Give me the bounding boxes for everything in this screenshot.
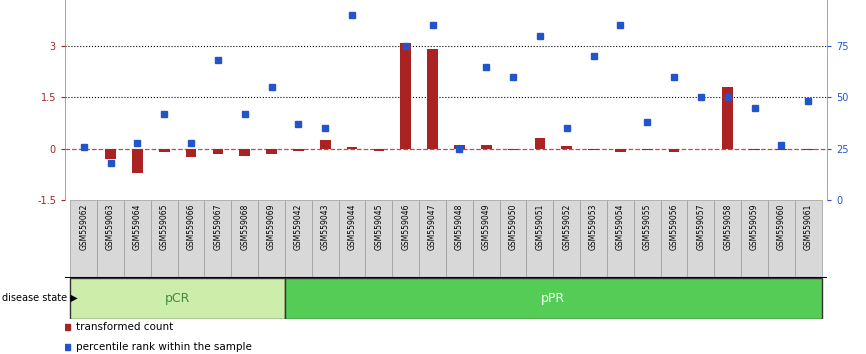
Bar — [178, 200, 204, 278]
Bar — [285, 278, 822, 319]
Bar — [365, 200, 392, 278]
Bar — [527, 200, 553, 278]
Bar — [615, 149, 626, 152]
Bar — [553, 200, 580, 278]
Bar — [427, 50, 438, 149]
Text: GSM559067: GSM559067 — [213, 204, 223, 250]
Text: GSM559069: GSM559069 — [267, 204, 276, 250]
Bar — [481, 145, 492, 149]
Text: GSM559055: GSM559055 — [643, 204, 652, 250]
Bar — [634, 200, 661, 278]
Bar — [293, 149, 304, 152]
Bar — [339, 200, 365, 278]
Text: GSM559059: GSM559059 — [750, 204, 759, 250]
Bar — [320, 140, 331, 149]
Bar — [580, 200, 607, 278]
Bar — [714, 200, 741, 278]
Bar — [534, 138, 546, 149]
Text: GSM559062: GSM559062 — [79, 204, 88, 250]
Text: GSM559043: GSM559043 — [320, 204, 330, 250]
Text: GSM559064: GSM559064 — [132, 204, 142, 250]
Text: GSM559066: GSM559066 — [186, 204, 196, 250]
Bar — [132, 149, 143, 173]
Bar — [768, 200, 795, 278]
Bar — [285, 200, 312, 278]
Text: GSM559065: GSM559065 — [159, 204, 169, 250]
Text: GSM559056: GSM559056 — [669, 204, 679, 250]
Bar — [258, 200, 285, 278]
Text: pCR: pCR — [165, 292, 191, 305]
Bar — [124, 200, 151, 278]
Bar — [507, 149, 519, 150]
Text: GSM559044: GSM559044 — [347, 204, 357, 250]
Bar — [70, 278, 285, 319]
Bar — [561, 146, 572, 149]
Bar — [688, 200, 714, 278]
Bar — [454, 145, 465, 149]
Bar — [419, 200, 446, 278]
Bar — [803, 149, 814, 150]
Text: GSM559063: GSM559063 — [106, 204, 115, 250]
Bar — [212, 149, 223, 154]
Bar — [97, 200, 124, 278]
Bar — [312, 200, 339, 278]
Text: GSM559060: GSM559060 — [777, 204, 786, 250]
Bar — [400, 42, 411, 149]
Bar — [392, 200, 419, 278]
Bar — [749, 149, 760, 150]
Bar — [795, 200, 822, 278]
Bar — [158, 149, 170, 152]
Bar — [446, 200, 473, 278]
Bar — [373, 149, 385, 152]
Text: GSM559046: GSM559046 — [401, 204, 410, 250]
Bar — [661, 200, 688, 278]
Bar — [266, 149, 277, 154]
Bar — [473, 200, 500, 278]
Bar — [346, 147, 358, 149]
Bar — [642, 149, 653, 150]
Bar — [500, 200, 527, 278]
Text: GSM559051: GSM559051 — [535, 204, 545, 250]
Bar — [105, 149, 116, 159]
Bar — [776, 149, 787, 150]
Text: GSM559053: GSM559053 — [589, 204, 598, 250]
Text: GSM559061: GSM559061 — [804, 204, 813, 250]
Bar — [722, 87, 734, 149]
Text: GSM559068: GSM559068 — [240, 204, 249, 250]
Text: GSM559047: GSM559047 — [428, 204, 437, 250]
Bar — [239, 149, 250, 155]
Text: GSM559057: GSM559057 — [696, 204, 706, 250]
Bar — [669, 149, 680, 152]
Text: GSM559045: GSM559045 — [374, 204, 384, 250]
Text: GSM559052: GSM559052 — [562, 204, 572, 250]
Bar — [185, 149, 197, 157]
Bar — [741, 200, 768, 278]
Bar — [70, 200, 97, 278]
Text: GSM559050: GSM559050 — [508, 204, 518, 250]
Text: percentile rank within the sample: percentile rank within the sample — [76, 342, 252, 352]
Bar — [231, 200, 258, 278]
Text: disease state ▶: disease state ▶ — [2, 293, 77, 303]
Bar — [204, 200, 231, 278]
Bar — [588, 149, 599, 150]
Text: pPR: pPR — [541, 292, 565, 305]
Bar — [607, 200, 634, 278]
Text: GSM559048: GSM559048 — [455, 204, 464, 250]
Text: GSM559054: GSM559054 — [616, 204, 625, 250]
Text: GSM559042: GSM559042 — [294, 204, 303, 250]
Text: transformed count: transformed count — [76, 322, 173, 332]
Bar — [151, 200, 178, 278]
Text: GSM559058: GSM559058 — [723, 204, 733, 250]
Text: GSM559049: GSM559049 — [481, 204, 491, 250]
